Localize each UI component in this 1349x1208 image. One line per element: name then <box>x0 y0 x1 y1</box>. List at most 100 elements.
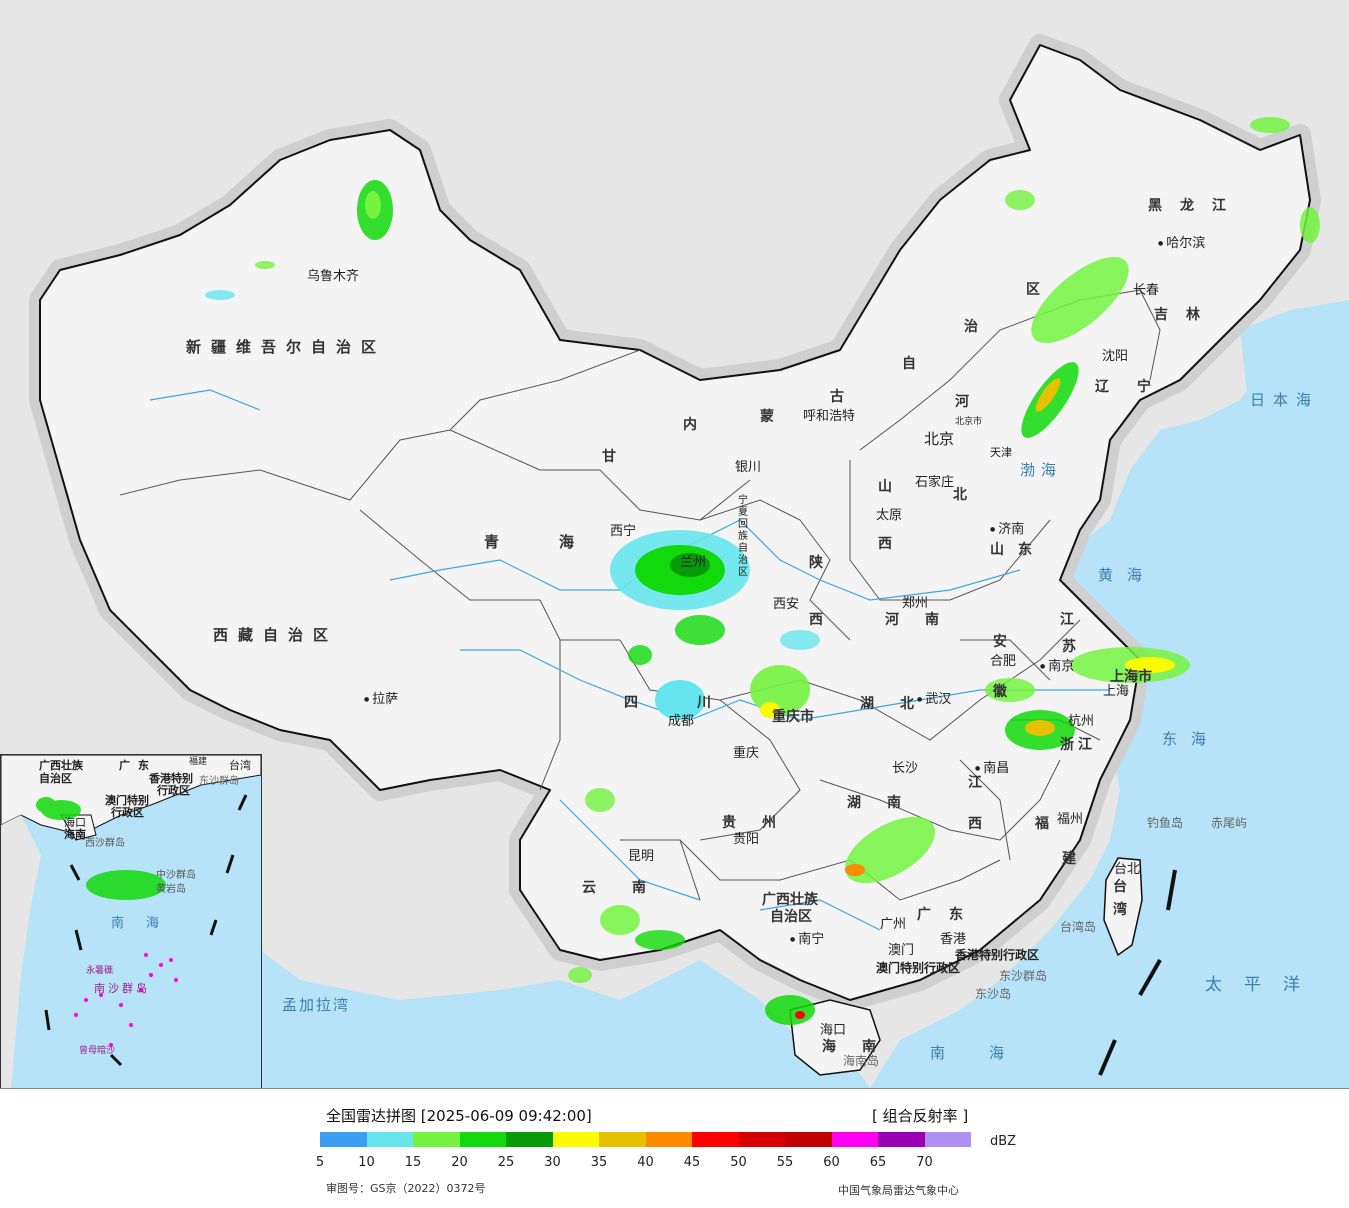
city-jinan: 济南 <box>990 523 1024 536</box>
city-fuzhou: 福州 <box>1057 812 1084 827</box>
legend-tick-label: 30 <box>544 1155 561 1170</box>
city-xining: 西宁 <box>610 524 637 539</box>
island-taiwan: 台湾岛 <box>1060 920 1097 934</box>
inset-label-macao: 澳门特别 <box>105 794 149 807</box>
city-taipei: 台北 <box>1114 862 1141 877</box>
label-fujian-1: 福 <box>1035 816 1049 832</box>
inset-label-huangyan: 黄岩岛 <box>156 884 186 895</box>
label-zhejiang: 浙江 <box>1060 737 1096 753</box>
city-hangzhou: 杭州 <box>1068 714 1095 729</box>
city-chengdu: 成都 <box>668 714 695 729</box>
label-shanxi-1: 山 <box>878 479 892 495</box>
inset-label-fujian: 福建 <box>189 757 208 767</box>
label-xinjiang: 新疆维吾尔自治区 <box>186 338 387 356</box>
label-guangdong: 广东 <box>917 907 981 923</box>
credit-text: 中国气象局雷达气象中心 <box>838 1184 959 1197</box>
legend-title: 全国雷达拼图 [2025-06-09 09:42:00] <box>326 1107 592 1125</box>
city-macao: 澳门 <box>888 943 915 958</box>
legend-swatch <box>692 1132 739 1147</box>
city-guiyang: 贵阳 <box>733 832 760 847</box>
label-jiangsu-2: 苏 <box>1062 639 1076 655</box>
label-xizang: 西藏自治区 <box>213 626 339 644</box>
legend-tick-label: 15 <box>404 1155 422 1170</box>
sea-pacific: 太平洋 <box>1205 975 1322 995</box>
city-yinchuan: 银川 <box>735 460 762 475</box>
city-zhengzhou: 郑州 <box>902 596 929 611</box>
legend-swatch <box>831 1132 878 1147</box>
city-changsha: 长沙 <box>892 761 919 776</box>
label-liaoning-2: 宁 <box>1137 379 1151 395</box>
legend-swatch <box>785 1132 832 1147</box>
taiwan-island-shape <box>1103 857 1143 957</box>
legend-tick-label: 10 <box>358 1155 375 1170</box>
legend-product: [ 组合反射率 ] <box>872 1107 969 1125</box>
city-lanzhou: 兰州 <box>680 555 707 570</box>
label-neimenggu-6: 区 <box>1026 282 1040 298</box>
label-ningxia: 宁夏回族自治区 <box>738 495 748 578</box>
label-neimenggu-5: 治 <box>964 319 978 335</box>
label-shaanxi-2: 西 <box>809 612 823 628</box>
island-hainan: 海南岛 <box>843 1054 880 1068</box>
sea-nanhai: 南海 <box>930 1044 1049 1062</box>
label-guizhou: 贵州 <box>722 815 802 831</box>
approval-number: 审图号：GS京（2022）0372号 <box>326 1182 486 1195</box>
maritime-boundary-marks <box>1098 869 1177 1076</box>
legend-swatch <box>924 1132 971 1147</box>
label-taiwan-1: 台 <box>1113 879 1127 895</box>
city-chongqing: 重庆 <box>733 746 760 761</box>
legend-swatch <box>738 1132 785 1147</box>
inset-label-macao-2: 行政区 <box>111 806 144 819</box>
legend-swatch <box>878 1132 925 1147</box>
city-changchun: 长春 <box>1133 283 1160 298</box>
city-nanjing: 南京 <box>1040 660 1074 673</box>
city-hohhot: 呼和浩特 <box>803 409 856 424</box>
radar-echoes <box>205 117 1320 1025</box>
label-qinghai: 青海 <box>484 533 635 551</box>
inset-label-guangxi: 广西壮族 <box>39 759 83 772</box>
legend-tick-label: 35 <box>590 1155 608 1170</box>
sea-japan: 日本海 <box>1250 391 1320 409</box>
sea-huanghai: 黄海 <box>1098 566 1157 584</box>
city-taiyuan: 太原 <box>876 508 903 523</box>
island-dongsha: 东沙岛 <box>975 987 1012 1001</box>
label-anhui-2: 徽 <box>993 684 1007 700</box>
label-hainan: 海南 <box>822 1039 902 1055</box>
city-nanchang: 南昌 <box>975 762 1009 775</box>
label-shanghai: 上海市 <box>1110 669 1152 685</box>
label-hunan: 湖南 <box>847 795 927 811</box>
sea-bohai: 渤海 <box>1020 461 1063 479</box>
label-neimenggu-2: 蒙 <box>760 409 774 425</box>
city-shijiazhuang: 石家庄 <box>915 475 955 490</box>
label-shandong: 山东 <box>990 542 1046 558</box>
city-shanghai: 上海 <box>1103 684 1130 699</box>
inset-label-zengmu: 曾母暗沙 <box>79 1046 116 1056</box>
legend-ticks: 5 10 15 20 25 30 35 40 45 50 55 60 65 70 <box>316 1155 970 1171</box>
city-wuhan: 武汉 <box>917 693 951 706</box>
label-neimenggu-4: 自 <box>902 356 916 372</box>
inset-label-zhongsha: 中沙群岛 <box>156 870 196 881</box>
label-shaanxi-1: 陕 <box>809 555 823 571</box>
city-nanning: 南宁 <box>790 933 824 946</box>
city-hefei: 合肥 <box>990 654 1017 669</box>
label-chongqing: 重庆市 <box>772 709 814 725</box>
inset-label-dongsha: 东沙群岛 <box>199 776 239 787</box>
island-dongsha-group: 东沙群岛 <box>999 969 1048 983</box>
inset-label-guangdong: 广东 <box>119 759 157 772</box>
legend-swatch <box>645 1132 692 1147</box>
legend-tick-label: 65 <box>869 1155 887 1170</box>
label-sichuan-1: 四 <box>624 695 638 711</box>
radar-map: 新疆维吾尔自治区 西藏自治区 青海 甘 内 蒙 古 自 治 区 黑龙江 吉林 辽… <box>0 0 1349 1089</box>
inset-label-nansha: 南沙群岛 <box>94 982 150 995</box>
inset-label-haikou: 海口 <box>64 816 86 829</box>
legend-swatch <box>459 1132 506 1147</box>
label-jiangxi-2: 西 <box>968 816 982 832</box>
city-kunming: 昆明 <box>628 849 655 864</box>
label-hubei: 湖北 <box>860 696 940 712</box>
label-beijing-small: 北京市 <box>955 417 983 427</box>
label-heilongjiang: 黑龙江 <box>1148 198 1244 214</box>
legend-swatch <box>413 1132 460 1147</box>
inset-label-yongshu: 永暑礁 <box>86 966 114 976</box>
city-lhasa: 拉萨 <box>364 693 398 706</box>
south-china-sea-inset: 广西壮族 自治区 广东 福建 台湾 香港特别 行政区 澳门特别 行政区 东沙群岛… <box>0 754 262 1088</box>
label-macao-sar: 澳门特别行政区 <box>876 961 961 975</box>
